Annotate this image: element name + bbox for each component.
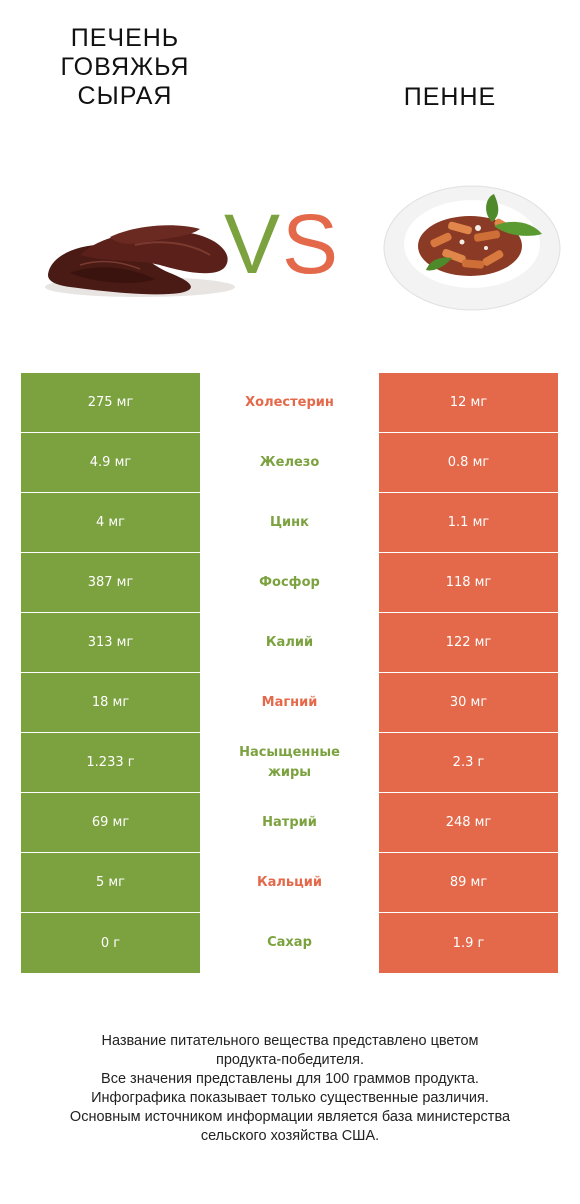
nutrient-name-line: жиры (267, 765, 312, 780)
nutrient-name-cell: Фосфор (200, 553, 379, 613)
nutrient-name-cell: Натрий (200, 793, 379, 853)
table-row: 0 г Сахар 1.9 г (21, 913, 558, 973)
nutrient-name-cell: Кальций (200, 853, 379, 913)
left-value-cell: 1.233 г (21, 733, 200, 793)
left-value-cell: 18 мг (21, 673, 200, 733)
left-value-cell: 275 мг (21, 373, 200, 433)
nutrient-name-cell: Насыщенные жиры (200, 733, 379, 793)
footer-note: Название питательного вещества представл… (20, 1032, 560, 1146)
table-row: 4.9 мг Железо 0.8 мг (21, 433, 558, 493)
left-value-cell: 0 г (21, 913, 200, 973)
nutrient-name-cell: Магний (200, 673, 379, 733)
vs-s-letter: S (282, 197, 341, 291)
right-value-cell: 0.8 мг (379, 433, 558, 493)
right-value-cell: 1.1 мг (379, 493, 558, 553)
left-value-cell: 4.9 мг (21, 433, 200, 493)
table-row: 387 мг Фосфор 118 мг (21, 553, 558, 613)
right-value-cell: 89 мг (379, 853, 558, 913)
nutrient-name-cell: Цинк (200, 493, 379, 553)
nutrient-comparison-table: 275 мг Холестерин 12 мг 4.9 мг Железо 0.8 мг 4… (21, 373, 558, 973)
left-value-cell: 4 мг (21, 493, 200, 553)
vs-v-letter: V (224, 197, 283, 291)
left-title-line: ГОВЯЖЬЯ (60, 53, 190, 81)
nutrient-name-line: Насыщенные (239, 745, 340, 760)
right-value-cell: 118 мг (379, 553, 558, 613)
right-product-title: ПЕННЕ (370, 83, 530, 112)
vs-label: VS (224, 196, 340, 293)
table-row: 4 мг Цинк 1.1 мг (21, 493, 558, 553)
table-row: 1.233 г Насыщенные жиры 2.3 г (21, 733, 558, 793)
right-value-cell: 12 мг (379, 373, 558, 433)
nutrient-name-cell: Железо (200, 433, 379, 493)
table-row: 313 мг Калий 122 мг (21, 613, 558, 673)
table-row: 69 мг Натрий 248 мг (21, 793, 558, 853)
nutrient-name-cell: Калий (200, 613, 379, 673)
left-product-title: ПЕЧЕНЬ ГОВЯЖЬЯ СЫРАЯ (40, 24, 210, 111)
footer-line: Название питательного вещества представл… (101, 1033, 479, 1049)
footer-line: Инфографика показывает только существенн… (91, 1090, 489, 1106)
right-value-cell: 2.3 г (379, 733, 558, 793)
footer-line: Основным источником информации является … (69, 1109, 511, 1125)
penne-plate-image (382, 182, 562, 312)
nutrient-name-cell: Холестерин (200, 373, 379, 433)
raw-beef-liver-image (40, 215, 240, 305)
right-value-cell: 122 мг (379, 613, 558, 673)
left-title-line: ПЕЧЕНЬ (70, 24, 180, 52)
footer-line: сельского хозяйства США. (200, 1128, 380, 1144)
left-value-cell: 387 мг (21, 553, 200, 613)
table-row: 18 мг Магний 30 мг (21, 673, 558, 733)
footer-line: продукта-победителя. (215, 1052, 365, 1068)
footer-line: Все значения представлены для 100 граммо… (101, 1071, 479, 1087)
left-value-cell: 313 мг (21, 613, 200, 673)
right-title-line: ПЕННЕ (403, 83, 497, 111)
left-title-line: СЫРАЯ (77, 82, 173, 110)
nutrient-name-cell: Сахар (200, 913, 379, 973)
right-value-cell: 1.9 г (379, 913, 558, 973)
right-value-cell: 248 мг (379, 793, 558, 853)
table-row: 5 мг Кальций 89 мг (21, 853, 558, 913)
right-value-cell: 30 мг (379, 673, 558, 733)
table-row: 275 мг Холестерин 12 мг (21, 373, 558, 433)
left-value-cell: 5 мг (21, 853, 200, 913)
left-value-cell: 69 мг (21, 793, 200, 853)
